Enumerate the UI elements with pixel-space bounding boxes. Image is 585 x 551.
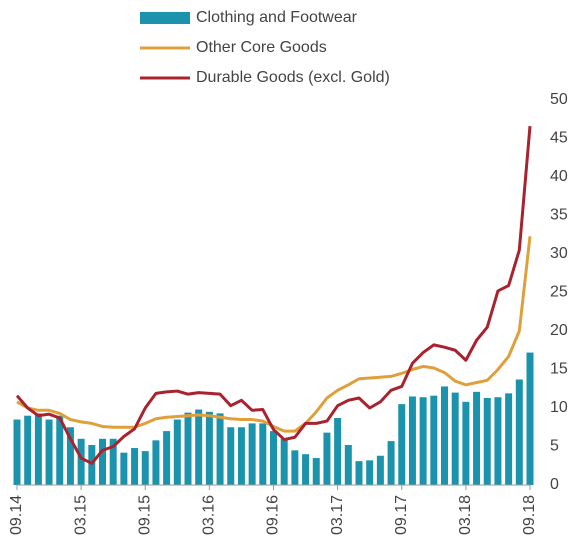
- bar: [99, 438, 106, 485]
- y-tick-label: 10: [550, 399, 568, 416]
- y-tick-label: 20: [550, 322, 568, 339]
- bar: [344, 444, 352, 485]
- bar: [34, 413, 42, 485]
- bar: [216, 413, 224, 485]
- y-tick-label: 40: [550, 168, 568, 185]
- bar: [259, 423, 267, 485]
- bar: [323, 432, 331, 485]
- x-tick-label: 09.16: [265, 495, 282, 535]
- x-tick-label: 03.17: [329, 495, 346, 535]
- bar: [291, 450, 299, 485]
- bar: [387, 441, 395, 485]
- legend-label: Clothing and Footwear: [196, 9, 358, 26]
- bar: [88, 444, 96, 485]
- bar: [56, 415, 64, 485]
- bar: [408, 396, 416, 485]
- bar: [184, 412, 192, 485]
- bar: [419, 397, 427, 485]
- bar: [77, 438, 85, 485]
- bar: [398, 404, 406, 485]
- bar: [237, 427, 245, 485]
- y-tick-label: 45: [550, 130, 568, 147]
- bar: [526, 352, 534, 485]
- y-tick-label: 30: [550, 245, 568, 262]
- bar: [141, 451, 149, 485]
- bar: [473, 391, 481, 485]
- bar: [120, 452, 128, 485]
- bar: [462, 401, 470, 485]
- bar: [248, 423, 256, 485]
- x-tick-label: 09.15: [136, 495, 153, 535]
- bar: [494, 397, 502, 485]
- bar: [505, 393, 513, 485]
- bar: [227, 427, 235, 485]
- bar: [131, 448, 139, 485]
- legend-label: Durable Goods (excl. Gold): [196, 69, 390, 86]
- bar: [334, 418, 342, 485]
- x-tick-label: 09.18: [521, 495, 538, 535]
- bar: [451, 392, 459, 485]
- bar: [66, 427, 74, 485]
- bar: [366, 460, 374, 485]
- x-tick-label: 09.14: [8, 495, 25, 535]
- bar: [441, 386, 448, 485]
- bar: [302, 454, 310, 485]
- bar: [45, 419, 53, 485]
- bar: [430, 395, 438, 485]
- y-tick-label: 50: [550, 91, 568, 108]
- legend-swatch: [140, 12, 190, 24]
- y-tick-label: 35: [550, 207, 568, 224]
- x-tick-label: 03.18: [457, 495, 474, 535]
- bar: [24, 415, 32, 485]
- y-tick-label: 0: [550, 476, 559, 493]
- bar: [205, 411, 213, 485]
- x-tick-label: 03.16: [201, 495, 218, 535]
- bar: [483, 397, 491, 485]
- legend-label: Other Core Goods: [196, 39, 327, 56]
- y-tick-label: 5: [550, 438, 559, 455]
- bar: [270, 431, 277, 485]
- bar: [355, 461, 363, 485]
- y-tick-label: 25: [550, 284, 568, 301]
- bar: [280, 438, 288, 485]
- bar: [109, 438, 117, 485]
- bar: [312, 458, 320, 485]
- bar: [376, 455, 384, 485]
- bar: [195, 409, 203, 485]
- x-tick-label: 03.15: [72, 495, 89, 535]
- y-tick-label: 15: [550, 361, 568, 378]
- bar: [173, 419, 181, 485]
- bar: [515, 379, 523, 485]
- bar: [163, 431, 171, 485]
- bar: [13, 419, 21, 485]
- line: [15, 126, 532, 465]
- bar: [152, 440, 160, 485]
- x-tick-label: 09.17: [393, 495, 410, 535]
